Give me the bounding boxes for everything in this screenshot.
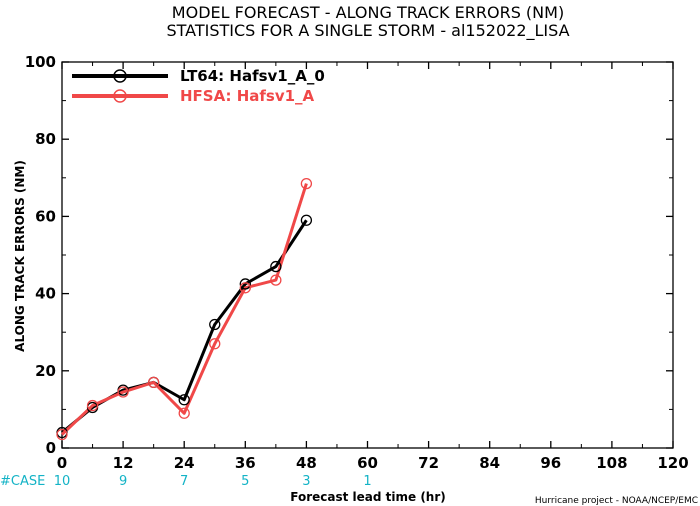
series-2-point <box>86 399 99 412</box>
legend-marker-2 <box>113 89 127 103</box>
x-tick-label: 24 <box>174 454 195 472</box>
series-2-point <box>56 428 68 441</box>
series-line-2 <box>60 183 308 436</box>
x-tick-label: 0 <box>57 454 67 472</box>
case-row: #CASE 10 9 7 5 3 1 <box>0 474 372 489</box>
series-layer <box>56 177 313 441</box>
y-axis: 0 20 40 60 80 100 <box>25 53 673 457</box>
series-1-point <box>239 278 251 290</box>
x-tick-label: 96 <box>540 454 561 472</box>
case-count: 3 <box>302 474 310 489</box>
legend-marker-1 <box>113 69 127 83</box>
y-axis-label: ALONG TRACK ERRORS (NM) <box>13 160 27 352</box>
x-tick-label: 108 <box>596 454 627 472</box>
series-2-point <box>117 386 129 398</box>
series-2-point <box>270 274 282 286</box>
x-tick-label: 48 <box>296 454 317 472</box>
legend: LT64: Hafsv1_A_0 HFSA: Hafsv1_A <box>72 67 325 105</box>
series-2-point <box>300 177 313 190</box>
case-count: 7 <box>180 474 188 489</box>
series-line-1 <box>61 219 308 434</box>
series-1-point <box>209 318 221 331</box>
x-tick-label: 72 <box>418 454 439 472</box>
x-axis-label: Forecast lead time (hr) <box>290 490 446 504</box>
series-2-point <box>178 407 190 419</box>
footer-credit: Hurricane project - NOAA/NCEP/EMC <box>535 496 698 506</box>
y-tick-label: 0 <box>46 439 56 457</box>
y-tick-label: 20 <box>35 362 56 380</box>
case-count: 10 <box>54 474 71 489</box>
series-2-point <box>209 338 221 350</box>
case-count: 9 <box>119 474 127 489</box>
x-tick-label: 120 <box>657 454 688 472</box>
case-row-label: #CASE <box>0 474 45 489</box>
case-count: 5 <box>241 474 249 489</box>
x-axis: 0 12 24 36 48 60 72 84 96 108 120 <box>57 62 689 472</box>
y-tick-label: 60 <box>35 207 56 225</box>
series-2-point <box>239 282 251 294</box>
legend-label-1: LT64: Hafsv1_A_0 <box>180 67 325 85</box>
chart-title: MODEL FORECAST - ALONG TRACK ERRORS (NM) <box>172 3 564 22</box>
x-tick-label: 60 <box>357 454 378 472</box>
series-2-point <box>147 376 160 389</box>
legend-label-2: HFSA: Hafsv1_A <box>180 87 315 105</box>
case-count: 1 <box>363 474 371 489</box>
series-1-point <box>300 214 313 226</box>
x-tick-label: 36 <box>235 454 256 472</box>
plot-frame <box>61 61 674 449</box>
y-tick-label: 80 <box>35 130 56 148</box>
x-tick-label: 12 <box>113 454 134 472</box>
series-1-point <box>178 394 190 406</box>
plot-border <box>61 61 674 449</box>
chart-subtitle: STATISTICS FOR A SINGLE STORM - al152022… <box>166 21 569 41</box>
y-tick-label: 40 <box>35 285 56 303</box>
x-tick-label: 84 <box>479 454 500 472</box>
y-tick-label: 100 <box>25 53 56 71</box>
series-1-point <box>270 260 282 273</box>
